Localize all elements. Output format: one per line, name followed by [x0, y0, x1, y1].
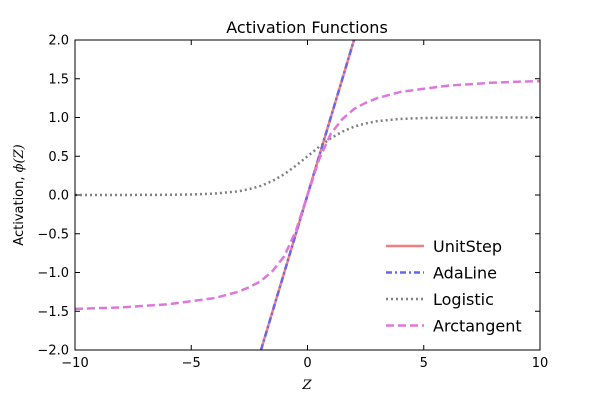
y-axis-label-prefix: Activation,: [12, 172, 27, 245]
y-tick-label: 1.5: [48, 72, 69, 87]
axes: −10 −5 0 5 10 2.0 1.5 1.0 0.5 0.0 −0.5 −1.0 −1.5 −2.0: [37, 34, 548, 372]
series-line-logistic: [75, 116, 540, 197]
y-tick-label: −0.5: [37, 227, 69, 242]
legend-label-arctangent: Arctangent: [433, 317, 522, 336]
x-tick-label: −5: [182, 356, 201, 371]
legend-label-logistic: Logistic: [433, 290, 494, 309]
x-tick-label: 0: [303, 356, 311, 371]
chart-title: Activation Functions: [226, 18, 388, 37]
y-axis-label-math: ϕ(Z): [12, 144, 27, 172]
series-line-adaline: [259, 40, 356, 350]
series-line-arctangent: [75, 79, 540, 311]
y-tick-label: −1.5: [37, 305, 69, 320]
x-axis-label: Z: [301, 378, 312, 393]
y-tick-label: −2.0: [37, 344, 69, 359]
y-tick-label: 2.0: [48, 34, 69, 49]
x-tick-label: 5: [420, 356, 428, 371]
plot-area: [75, 40, 540, 350]
legend: UnitStep AdaLine Logistic Arctangent: [386, 237, 522, 336]
y-tick-label: 0.5: [48, 150, 69, 165]
y-tick-label: 1.0: [48, 111, 69, 126]
legend-label-adaline: AdaLine: [433, 264, 497, 283]
x-tick-label: 10: [532, 356, 549, 371]
legend-label-unitstep: UnitStep: [433, 237, 502, 256]
x-tick-label: −10: [61, 356, 88, 371]
y-tick-label: −1.0: [37, 266, 69, 281]
y-tick-label: 0.0: [48, 189, 69, 204]
y-axis-label: Activation, ϕ(Z): [12, 144, 27, 245]
